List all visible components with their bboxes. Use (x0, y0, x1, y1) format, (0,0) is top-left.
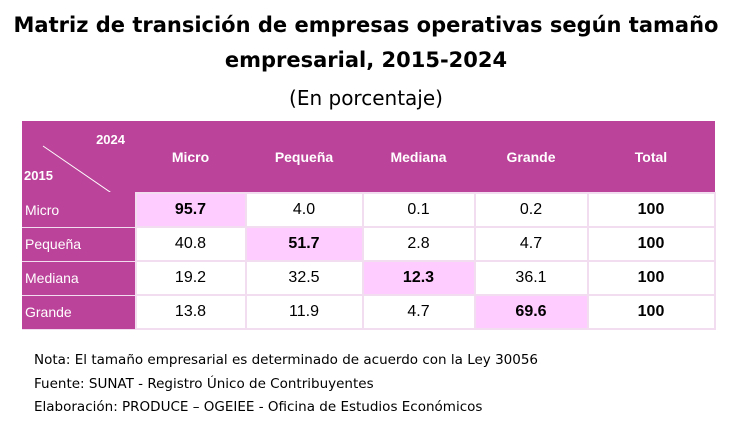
table-cell-total: 100 (586, 226, 716, 262)
table-cell-diagonal: 12.3 (361, 260, 476, 296)
table-row: Micro 95.7 4.0 0.1 0.2 100 (22, 192, 716, 228)
table-cell: 0.1 (361, 192, 476, 228)
column-year-label: 2024 (96, 132, 125, 147)
row-label: Pequeña (22, 226, 136, 262)
table-cell: 13.8 (134, 294, 247, 330)
subtitle: (En porcentaje) (289, 86, 443, 110)
title-line-1: Matriz de transición de empresas operati… (13, 13, 719, 37)
corner-diagonal-line (42, 145, 111, 192)
table-cell: 40.8 (134, 226, 247, 262)
column-header-pequena: Pequeña (245, 121, 363, 194)
table-cell-diagonal: 51.7 (244, 226, 364, 262)
table-row: Grande 13.8 11.9 4.7 69.6 100 (22, 294, 716, 330)
row-label: Micro (22, 192, 136, 228)
note-text: Nota: El tamaño empresarial es determina… (34, 352, 539, 368)
table-cell-diagonal: 69.6 (473, 294, 589, 330)
table-cell: 4.0 (244, 192, 364, 228)
table-cell: 36.1 (473, 260, 589, 296)
table-cell: 0.2 (473, 192, 589, 228)
column-header-total: Total (587, 121, 715, 194)
table-cell-total: 100 (586, 294, 716, 330)
row-label: Grande (22, 294, 136, 330)
table-row: Pequeña 40.8 51.7 2.8 4.7 100 (22, 226, 716, 262)
column-header-mediana: Mediana (362, 121, 475, 194)
table-cell: 4.7 (361, 294, 476, 330)
table-cell: 11.9 (244, 294, 364, 330)
table-cell: 19.2 (134, 260, 247, 296)
notes-block: Nota: El tamaño empresarial es determina… (34, 349, 538, 420)
row-year-label: 2015 (24, 167, 53, 183)
column-header-micro: Micro (135, 121, 246, 194)
table-cell: 2.8 (361, 226, 476, 262)
corner-cell: 2024 2015 (22, 121, 136, 194)
header-row: 2024 2015 Micro Pequeña Mediana Grande T… (22, 121, 715, 194)
column-header-grande: Grande (474, 121, 588, 194)
table-cell-total: 100 (586, 260, 716, 296)
table-cell-total: 100 (586, 192, 716, 228)
table-row: Mediana 19.2 32.5 12.3 36.1 100 (22, 260, 716, 296)
elaboration-text: Elaboración: PRODUCE – OGEIEE - Oficina … (34, 399, 483, 415)
title-line-2: empresarial, 2015-2024 (224, 48, 508, 72)
table-cell: 32.5 (244, 260, 364, 296)
table-cell: 4.7 (473, 226, 589, 262)
source-text: Fuente: SUNAT - Registro Único de Contri… (34, 375, 374, 392)
table-cell-diagonal: 95.7 (134, 192, 247, 228)
transition-matrix-table: 2024 2015 Micro Pequeña Mediana Grande T… (22, 121, 716, 330)
row-label: Mediana (22, 260, 136, 296)
